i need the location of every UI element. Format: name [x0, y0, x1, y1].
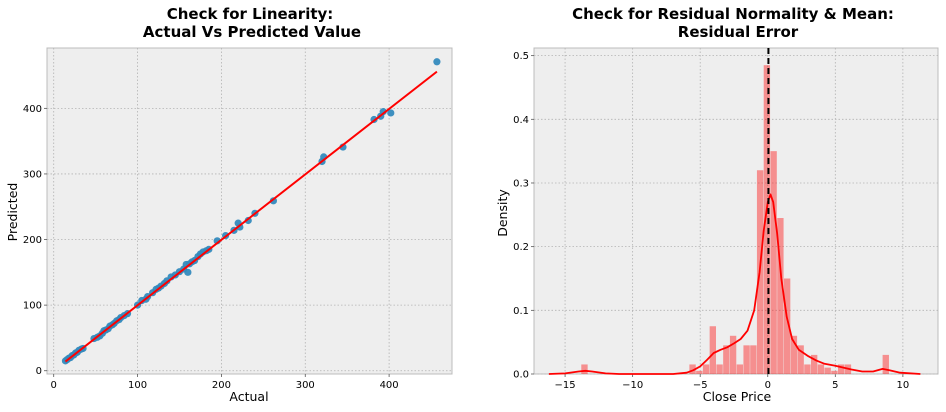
x-tick-label: 0	[51, 380, 57, 391]
scatter-point	[379, 108, 387, 116]
y-tick-label: 0.2	[513, 242, 529, 253]
x-tick-label: 300	[296, 380, 315, 391]
y-tick-label: 0.3	[513, 178, 529, 189]
histogram-bar	[797, 345, 804, 374]
y-tick-label: 0.0	[513, 370, 529, 381]
histogram-bar	[817, 364, 825, 374]
x-tick-label: 0	[765, 380, 771, 391]
histogram-bar	[824, 367, 831, 374]
tick-labels: 0 100 200 300 400 0 100 200 300 400	[23, 104, 399, 391]
histogram-bar	[581, 364, 588, 374]
linearity-chart: 0 100 200 300 400 0 100 200 300 400 Check for Lin…	[5, 5, 453, 404]
x-tick-label: 5	[832, 380, 838, 391]
histogram-bar	[743, 345, 750, 374]
x-tick-label: 400	[380, 380, 399, 391]
histogram-bar	[777, 218, 784, 374]
y-tick-label: 300	[23, 169, 42, 180]
histogram-bar	[723, 345, 730, 374]
histogram-bar	[736, 364, 744, 374]
tick-labels: −15 −10 −5 0 5 10 0.0 0.1 0.2 0.3 0.4 0.5	[513, 51, 909, 391]
y-axis-label: Predicted	[5, 183, 20, 242]
kde-curve	[548, 193, 921, 375]
histogram-bar	[783, 278, 791, 374]
fit-line	[64, 70, 438, 363]
histogram-bar	[716, 364, 723, 374]
histogram-bar	[763, 65, 771, 374]
y-axis-label: Density	[495, 189, 510, 237]
histogram-bar	[838, 364, 845, 374]
x-tick-label: −15	[555, 380, 576, 391]
histogram-bar	[770, 151, 777, 374]
data-marks	[61, 58, 441, 365]
y-tick-label: 0	[36, 366, 42, 377]
histogram-bar	[702, 364, 710, 374]
histogram-bar	[831, 370, 838, 374]
histogram-bar	[689, 364, 696, 374]
y-tick-label: 400	[23, 104, 42, 115]
y-tick-label: 100	[23, 301, 42, 312]
histogram-bar	[750, 345, 757, 374]
x-axis-label: Close Price	[703, 389, 772, 404]
scatter-point	[433, 58, 441, 66]
y-tick-label: 0.5	[513, 51, 529, 62]
x-tick-label: 100	[128, 380, 147, 391]
histogram-bar	[790, 335, 798, 374]
histogram-bar	[729, 335, 737, 374]
chart-title-line-1: Check for Residual Normality & Mean:	[572, 5, 894, 23]
data-marks	[548, 48, 921, 375]
chart-title-line-2: Residual Error	[678, 23, 799, 41]
x-tick-label: −5	[693, 380, 708, 391]
scatter-point	[184, 268, 192, 276]
x-axis-label: Actual	[229, 389, 268, 404]
histogram-bar	[882, 354, 889, 374]
scatter-point	[387, 109, 395, 117]
plot-area	[533, 47, 939, 375]
histogram-bar	[810, 354, 818, 374]
grid	[531, 48, 938, 377]
histogram-bar	[709, 326, 717, 374]
x-tick-label: 10	[897, 380, 910, 391]
y-tick-label: 0.4	[513, 115, 529, 126]
x-tick-label: −10	[622, 380, 643, 391]
chart-title-line-1: Check for Linearity:	[167, 5, 334, 23]
chart-title-line-2: Actual Vs Predicted Value	[143, 23, 361, 41]
residual-chart: −15 −10 −5 0 5 10 0.0 0.1 0.2 0.3 0.4 0.5 Check for…	[495, 5, 939, 404]
x-tick-label: 200	[212, 380, 231, 391]
histogram-bar	[696, 370, 703, 374]
histogram-bar	[804, 364, 811, 374]
y-tick-label: 200	[23, 235, 42, 246]
y-tick-label: 0.1	[513, 306, 529, 317]
